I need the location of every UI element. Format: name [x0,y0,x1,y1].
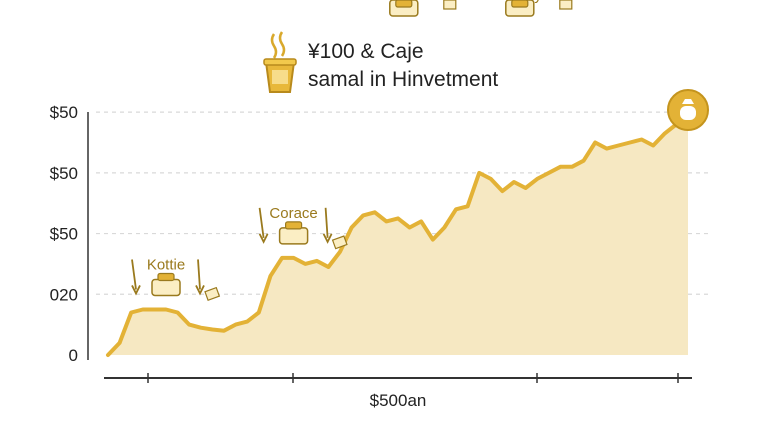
building-icon [278,227,309,245]
annotations: Kottie Corace L·iaurival Gearly [131,0,573,301]
y-tick-label: $50 [50,164,78,183]
arrow-icon [322,207,333,244]
series-line [106,104,690,357]
annotation-group: Corace [258,205,348,250]
x-axis-label: $500an [370,391,427,410]
building-icon [151,278,181,297]
annotation-group: Kottie [131,256,221,301]
coffee-cup-icon [262,30,298,96]
money-bag-icon [667,89,709,131]
y-tick-label: $50 [50,225,78,244]
y-tick-label: 020 [50,285,78,304]
coin-icon [559,0,573,10]
y-tick-labels: 0 020 $50 $50 $50 [50,103,78,365]
y-tick-label: $50 [50,103,78,122]
arrow-icon [195,259,205,296]
annotation-label: Kottie [147,256,185,273]
arrow-icon [131,259,141,296]
coin-icon [331,235,348,250]
building-roof-icon [285,221,303,230]
annotation-label: Corace [269,205,317,222]
coin-icon [443,0,457,10]
axes [87,112,692,383]
building-roof-icon [157,272,175,282]
chart-title-line-1: ¥100 & Caje [308,40,424,63]
series-area-fill [108,106,688,355]
building-roof-icon [511,0,529,8]
arrow-icon [258,207,269,244]
building-roof-icon [395,0,413,8]
annotation-group: L·iaurival [373,0,457,17]
chart-title-line-2: samal in Hinvetment [308,68,499,91]
coin-icon [204,286,221,301]
y-tick-label: 0 [69,346,78,365]
series-area [106,104,690,357]
annotation-group: Gearly [498,0,573,17]
